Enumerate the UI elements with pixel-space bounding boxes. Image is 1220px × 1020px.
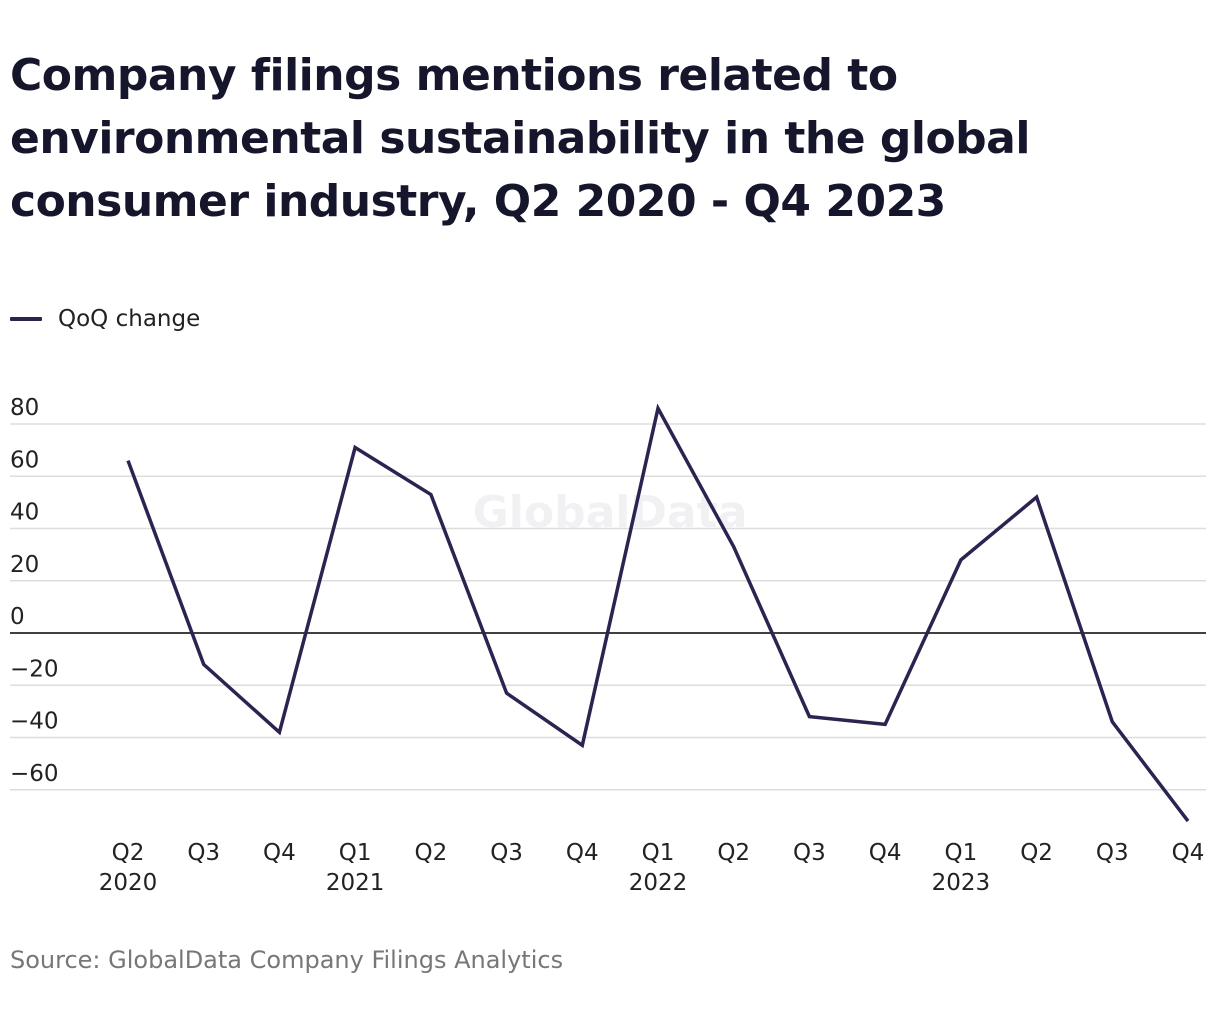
- x-year-label: 2023: [932, 870, 991, 896]
- x-tick-label: Q4: [1172, 840, 1205, 866]
- x-tick-label: Q3: [490, 840, 523, 866]
- y-tick-label: 60: [10, 447, 39, 473]
- data-point: [126, 459, 130, 463]
- x-tick-label: Q1: [339, 840, 372, 866]
- x-year-label: 2020: [99, 870, 158, 896]
- data-point: [277, 730, 281, 734]
- data-point: [732, 545, 736, 549]
- x-tick-label: Q1: [944, 840, 977, 866]
- data-point: [1186, 819, 1190, 823]
- data-point: [807, 715, 811, 719]
- data-point: [429, 493, 433, 497]
- y-tick-label: 0: [10, 604, 25, 630]
- x-tick-label: Q3: [1096, 840, 1129, 866]
- data-point: [580, 743, 584, 747]
- data-point: [656, 406, 660, 410]
- x-tick-label: Q3: [187, 840, 220, 866]
- y-tick-label: 80: [10, 395, 39, 421]
- data-point: [202, 662, 206, 666]
- y-tick-label: −40: [10, 709, 59, 735]
- x-tick-label: Q2: [414, 840, 447, 866]
- data-point: [505, 691, 509, 695]
- y-tick-label: 20: [10, 552, 39, 578]
- data-point: [353, 446, 357, 450]
- legend-label: QoQ change: [58, 306, 201, 332]
- legend: QoQ change: [10, 306, 200, 332]
- line-chart: GlobalData 80 60 40 20 0 −20 −40 −60 Q2 2020 Q3 Q4 Q1…: [10, 395, 1206, 896]
- source-note: Source: GlobalData Company Filings Analy…: [10, 946, 564, 974]
- x-tick-label: Q2: [112, 840, 145, 866]
- x-tick-label: Q4: [566, 840, 599, 866]
- data-point: [883, 722, 887, 726]
- x-tick-label: Q2: [1020, 840, 1053, 866]
- x-tick-label: Q2: [717, 840, 750, 866]
- watermark: GlobalData: [473, 487, 748, 538]
- x-tick-label: Q4: [263, 840, 296, 866]
- series-line-qoq-change: [126, 403, 1190, 823]
- legend-swatch: [10, 317, 42, 321]
- data-point: [1110, 720, 1114, 724]
- y-tick-label: −60: [10, 761, 59, 787]
- data-point: [959, 558, 963, 562]
- chart-title: Company filings mentions related to envi…: [10, 50, 1030, 227]
- y-tick-label: −20: [10, 656, 59, 682]
- x-year-label: 2021: [326, 870, 385, 896]
- y-tick-label: 40: [10, 500, 39, 526]
- x-year-label: 2022: [629, 870, 688, 896]
- x-tick-label: Q4: [869, 840, 902, 866]
- data-point: [1035, 495, 1039, 499]
- x-tick-label: Q3: [793, 840, 826, 866]
- x-tick-label: Q1: [642, 840, 675, 866]
